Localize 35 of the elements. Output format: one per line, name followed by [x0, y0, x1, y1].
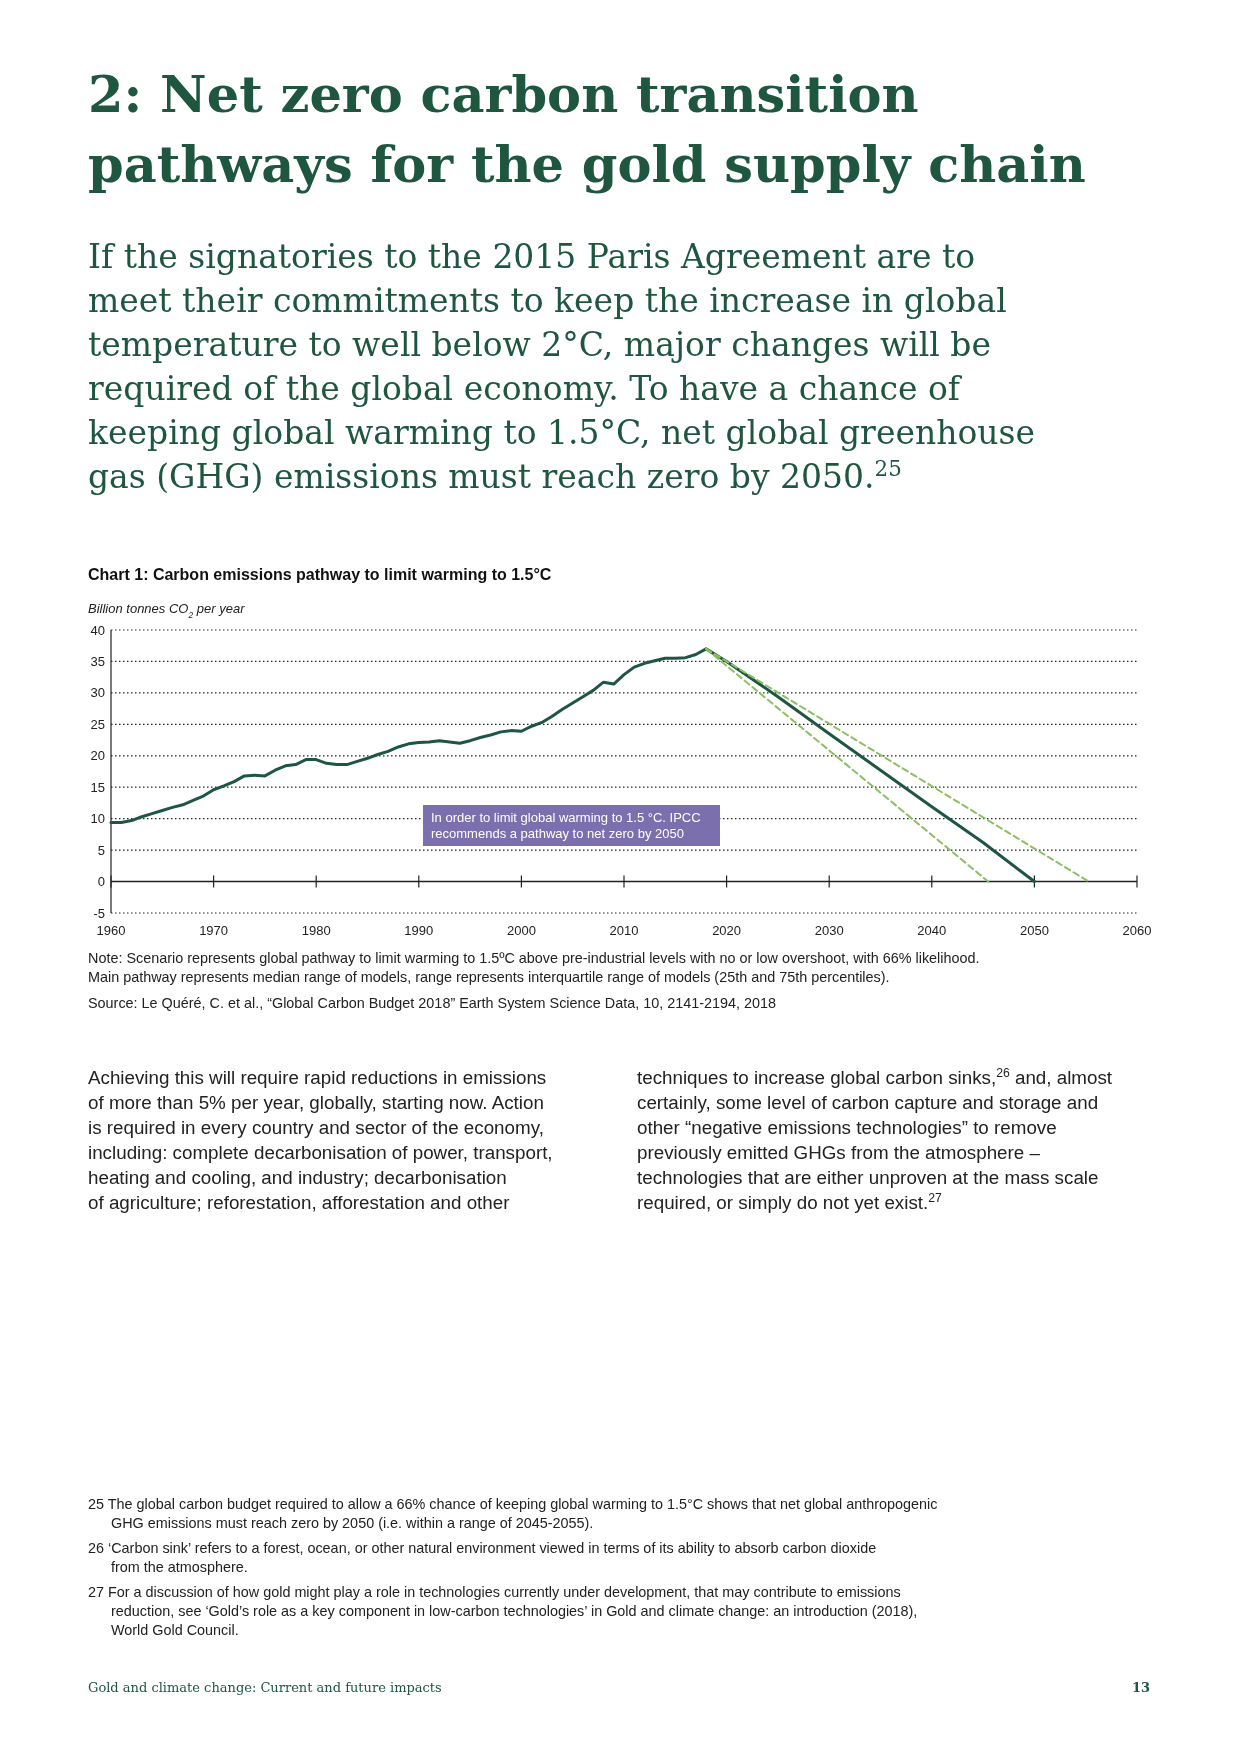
- text: Note: Scenario represents global pathway to limit warming to 1.5ºC above pre-industrial levels with no or low overshoot, with 66% likelihood. Main pathway represents median range of models, range represents interquartile range of models (25th and 75th percentiles).: [88, 950, 980, 985]
- x-tick-label: 1970: [199, 923, 229, 938]
- text: 26 ‘Carbon sink’ refers to a forest, ocean, or other natural environment viewed in terms of its ability to absorb carbon dioxide from the atmosphere.: [88, 1540, 877, 1575]
- annotation: In order to limit global warming to 1.5 °C. IPCC recommends a pathway to net zero by 2050: [431, 810, 701, 841]
- y-axis-title: Billion tonnes CO$_{2}$ per year: [88, 601, 246, 620]
- x-tick-label: 2030: [814, 923, 844, 938]
- x-tick-label: 2050: [1019, 923, 1049, 938]
- chart-title: Chart 1: Carbon emissions pathway to limit warming to 1.5°C: [88, 566, 552, 583]
- y-tick-label: 10: [90, 811, 105, 827]
- y-tick-label: 30: [90, 685, 105, 701]
- x-tick-label: 2020: [712, 923, 742, 938]
- x-tick-label: 1990: [404, 923, 434, 938]
- x-tick-label: 1960: [96, 923, 126, 938]
- y-tick-label: 40: [90, 622, 105, 638]
- text: techniques to increase global carbon sinks,$^{26}$ and, almost certainly, some level of carbon capture and storage and other “negative emissions technologies” to remove previously emitted GHGs from the atmosphere – technologies that are either unproven at the mass scale required, or simply do not yet exist.$^{27}$: [637, 1066, 1113, 1213]
- text: Gold and climate change: Current and future impacts: [88, 1680, 442, 1695]
- text: 13: [1131, 1680, 1150, 1695]
- x-tick-label: 2010: [609, 923, 639, 938]
- source-note: Source: Le Quéré, C. et al., “Global Carbon Budget 2018” Earth System Science Data, 10, 2141-2194, 2018: [88, 995, 776, 1011]
- x-tick-label: 2000: [506, 923, 536, 938]
- text: 2: Net zero carbon transition pathways for the gold supply chain: [88, 64, 1086, 194]
- y-tick-label: 25: [90, 716, 105, 732]
- y-tick-label: 15: [90, 779, 105, 795]
- x-tick-label: 2060: [1122, 923, 1152, 938]
- x-tick-label: 1980: [301, 923, 331, 938]
- text: Achieving this will require rapid reductions in emissions of more than 5% per year, globally, starting now. Action is required in every country and sector of the economy, including: complete decarbonisation of power, transport, heating and cooling, and industry; decarbonisation of agriculture; reforestation, afforestation and other: [88, 1067, 553, 1213]
- y-tick-label: 35: [90, 653, 105, 669]
- y-tick-label: -5: [93, 905, 105, 921]
- x-tick-label: 2040: [917, 923, 947, 938]
- text: If the signatories to the 2015 Paris Agreement are to meet their commitments to keep the increase in global temperature to well below 2°C, major changes will be required of the global economy. To have a chance of keeping global warming to 1.5°C, net global greenhouse gas (GHG) emissions must reach zero by 2050.$^{25}$: [88, 237, 1036, 496]
- text: 25 The global carbon budget required to allow a 66% chance of keeping global warming to 1.5°C shows that net global anthropogenic GHG emissions must reach zero by 2050 (i.e. within a range of 2045-2055).: [88, 1496, 938, 1531]
- text: 27 For a discussion of how gold might play a role in technologies currently under development, that may contribute to emissions reduction, see ‘Gold’s role as a key component in low-carbon technologies’ in Gold and climate change: an introduction (2018), World Gold Council.: [88, 1584, 918, 1638]
- y-tick-label: 5: [97, 842, 105, 858]
- y-tick-label: 20: [90, 748, 105, 764]
- y-tick-label: 0: [97, 874, 105, 890]
